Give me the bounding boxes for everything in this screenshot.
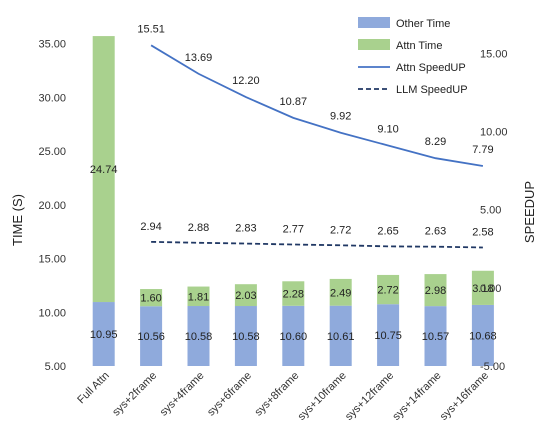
bar-label-other-time: 10.68 [469, 330, 497, 342]
x-tick-label: sys+16frame [438, 370, 491, 423]
line-label-attn-speedup: 7.79 [472, 144, 493, 156]
line-label-llm-speedup: 2.58 [472, 226, 493, 238]
bar-attn-time [471, 270, 494, 305]
line-label-llm-speedup: 2.94 [140, 221, 161, 233]
bar-label-attn-time: 2.49 [330, 287, 351, 299]
line-label-llm-speedup: 2.63 [425, 226, 446, 238]
bar-other-time [92, 302, 115, 366]
bar-other-time [234, 306, 257, 366]
y-tick-label: 25.00 [38, 146, 66, 158]
bar-other-time [329, 305, 352, 366]
bar-label-attn-time: 2.28 [283, 289, 304, 301]
bar-attn-time [282, 281, 305, 306]
line-attn-speedup [150, 44, 484, 167]
bar-attn-time [377, 274, 400, 305]
bar-other-time [187, 306, 210, 366]
x-tick-label: sys+6frame [205, 370, 254, 419]
bar-attn-time [424, 274, 447, 307]
bar-label-attn-time: 2.98 [425, 285, 446, 297]
line-label-attn-speedup: 15.51 [137, 23, 165, 35]
legend-label-attn-speedup: Attn SpeedUP [396, 62, 466, 74]
line-label-attn-speedup: 8.29 [425, 136, 446, 148]
bar-other-time [471, 304, 494, 366]
x-tick-label: sys+2frame [110, 370, 159, 419]
y-tick-label: 5.00 [45, 361, 66, 373]
bar-label-other-time: 10.58 [232, 331, 260, 343]
lines-layer [150, 44, 484, 249]
y-tick-label: 20.00 [38, 200, 66, 212]
bar-attn-time [92, 36, 115, 303]
legend-label-other-time: Other Time [396, 18, 450, 30]
bar-label-attn-time: 1.81 [188, 291, 209, 303]
line-label-attn-speedup: 9.92 [330, 111, 351, 123]
bar-attn-time [187, 286, 210, 307]
x-tick-label: sys+10frame [296, 370, 349, 423]
line-llm-speedup [151, 240, 483, 249]
x-tick-label: Full Attn [75, 370, 112, 407]
line-label-llm-speedup: 2.65 [377, 225, 398, 237]
legend-label-llm-speedup: LLM SpeedUP [396, 84, 468, 96]
y2-tick-label: 15.00 [480, 48, 508, 60]
bar-attn-time [329, 278, 352, 306]
line-label-llm-speedup: 2.83 [235, 223, 256, 235]
bar-label-other-time: 10.60 [280, 331, 308, 343]
bar-other-time [282, 305, 305, 366]
data-labels-layer: 10.95 24.74 10.56 1.60 10.58 1.81 10.58 2.03 10.… [90, 23, 497, 343]
x-tick-label: sys+4frame [158, 370, 207, 419]
line-label-llm-speedup: 2.88 [188, 222, 209, 234]
bar-label-other-time: 10.58 [185, 331, 213, 343]
x-tick-label: sys+12frame [343, 370, 396, 423]
legend-swatch-attn-time [358, 39, 390, 50]
y-tick-label: 10.00 [38, 307, 66, 319]
line-label-attn-speedup: 9.10 [377, 124, 398, 136]
y-axis-title: TIME (S) [10, 194, 25, 246]
line-label-attn-speedup: 10.87 [280, 96, 308, 108]
y2-axis-title: SPEEDUP [522, 181, 537, 243]
x-tick-label: sys+8frame [253, 370, 302, 419]
bar-other-time [424, 306, 447, 366]
bar-label-attn-time: 3.18 [472, 283, 493, 295]
bar-label-other-time: 10.57 [422, 331, 450, 343]
line-label-attn-speedup: 12.20 [232, 75, 260, 87]
y-tick-label: 35.00 [38, 39, 66, 51]
bar-attn-time [234, 284, 257, 307]
bar-label-attn-time: 2.03 [235, 290, 256, 302]
legend: Other Time Attn Time Attn SpeedUP LLM Speed… [358, 17, 468, 96]
y2-tick-label: -5.00 [480, 361, 505, 373]
bar-attn-time [140, 289, 163, 307]
bar-label-other-time: 10.56 [137, 331, 165, 343]
bar-other-time [377, 304, 400, 366]
line-label-attn-speedup: 13.69 [185, 52, 213, 64]
legend-swatch-other-time [358, 17, 390, 28]
y2-tick-label: 5.00 [480, 205, 501, 217]
line-label-llm-speedup: 2.77 [283, 224, 304, 236]
y2-tick-label: 0.00 [480, 283, 501, 295]
legend-label-attn-time: Attn Time [396, 40, 442, 52]
line-label-llm-speedup: 2.72 [330, 224, 351, 236]
y-tick-label: 15.00 [38, 254, 66, 266]
bar-label-attn-time: 1.60 [140, 293, 161, 305]
bar-other-time [140, 306, 163, 366]
bar-label-attn-time: 2.72 [377, 285, 398, 297]
bar-label-other-time: 10.61 [327, 331, 355, 343]
bar-label-other-time: 10.75 [374, 330, 402, 342]
bar-label-attn-time: 24.74 [90, 164, 118, 176]
y-tick-label: 30.00 [38, 92, 66, 104]
y2-tick-label: 10.00 [480, 126, 508, 138]
bar-label-other-time: 10.95 [90, 329, 118, 341]
bars-layer [92, 36, 494, 366]
x-tick-label: sys+14frame [390, 370, 443, 423]
